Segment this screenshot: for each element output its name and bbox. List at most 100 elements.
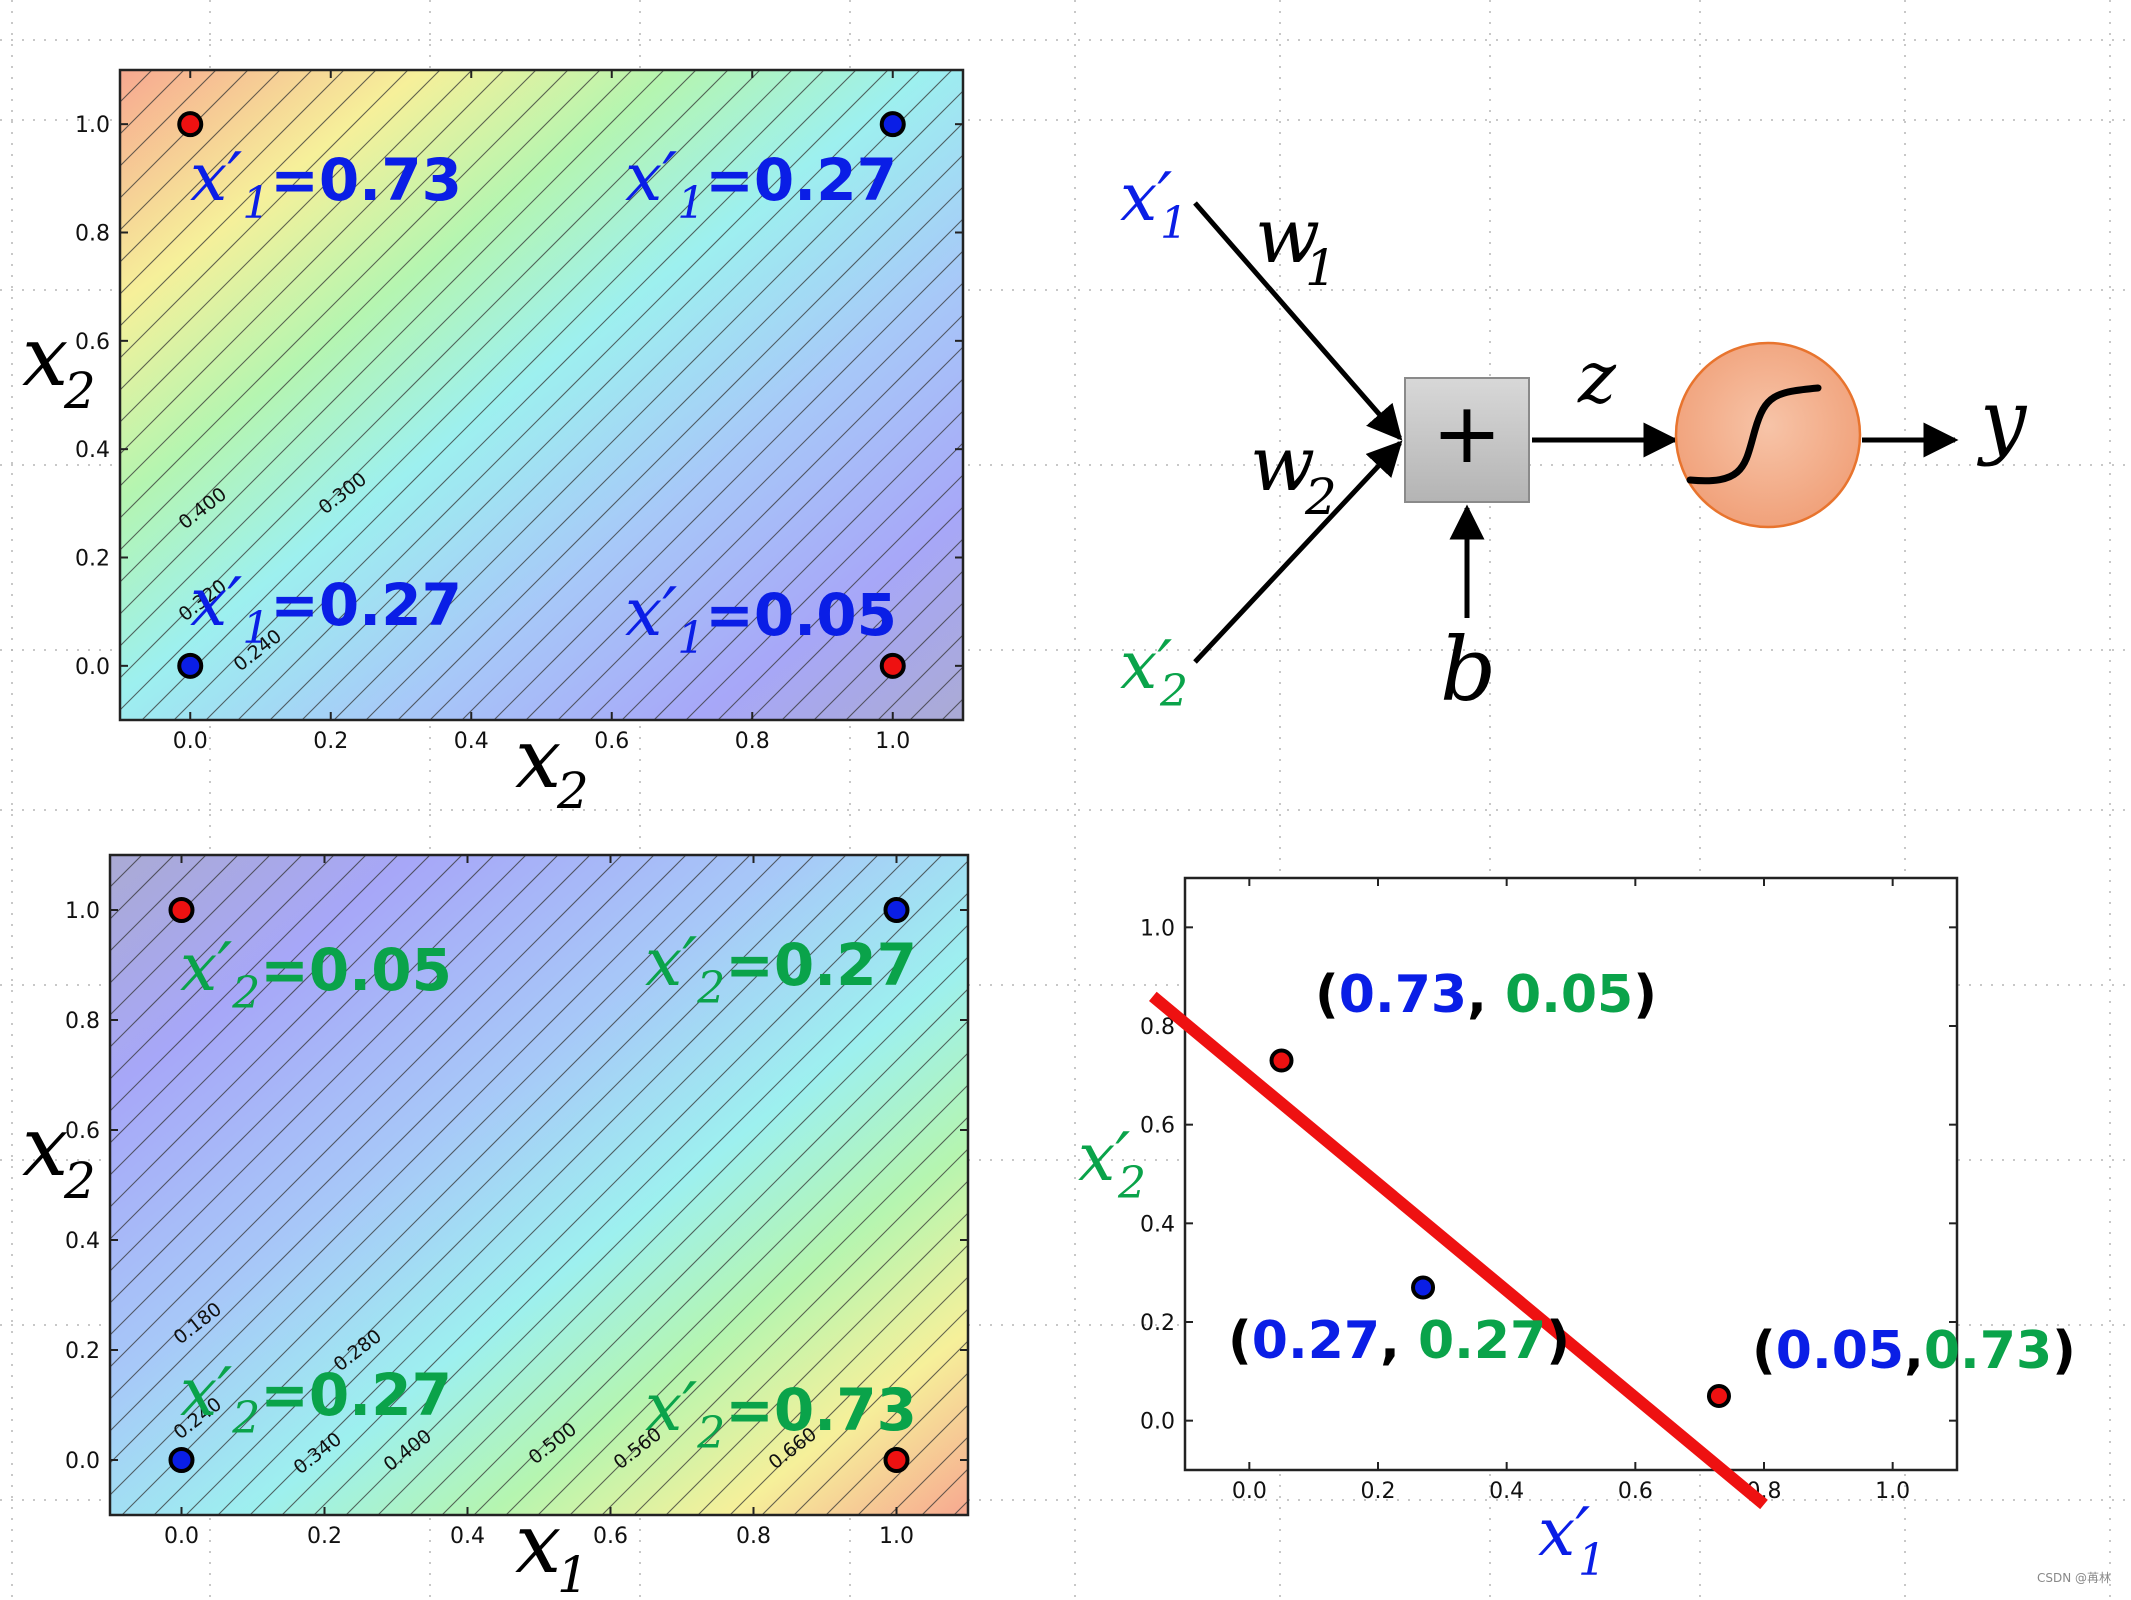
contour-line bbox=[110, 855, 751, 1496]
contour-line bbox=[217, 855, 879, 1515]
plot-bottom-left: 0.0 0.2 0.4 0.6 0.8 1.00.00.20.40.60.81.0 0.1… bbox=[22, 853, 970, 1600]
coord-a: 0.73 bbox=[1339, 965, 1467, 1025]
x-tick-label: 0.8 bbox=[736, 1524, 771, 1549]
contour-line bbox=[557, 314, 963, 720]
data-point bbox=[168, 897, 195, 923]
contour-line bbox=[110, 855, 495, 1240]
contour-line bbox=[120, 70, 441, 391]
y-axis-sub: 2 bbox=[1117, 1158, 1146, 1209]
coord-a: 0.27 bbox=[1252, 1311, 1380, 1371]
watermark: CSDN @苒林 bbox=[2036, 1571, 2111, 1585]
x-tick-label: 1.0 bbox=[1875, 1479, 1910, 1504]
contour-line bbox=[110, 855, 399, 1144]
y-tick-label: 1.0 bbox=[75, 113, 110, 138]
contour-line bbox=[120, 70, 665, 615]
plot-bottom-right-decision-line bbox=[1148, 991, 1768, 1510]
annotation-label: x′2=0.73 bbox=[645, 1369, 917, 1459]
contour-line bbox=[313, 860, 968, 1515]
weight-w2-label: w 2 bbox=[1250, 419, 1337, 526]
weight-w1-sub: 1 bbox=[1305, 239, 1337, 297]
data-point bbox=[1411, 1275, 1436, 1300]
contour-line bbox=[153, 855, 815, 1515]
annotation-sub: 1 bbox=[242, 178, 270, 229]
contour-line bbox=[110, 855, 687, 1432]
contour-line bbox=[110, 855, 271, 1016]
y-tick-label: 0.6 bbox=[1140, 1114, 1175, 1139]
x-axis-sub: 1 bbox=[1578, 1535, 1606, 1586]
x-tick-label: 0.2 bbox=[307, 1524, 342, 1549]
plot-top-left-points bbox=[177, 111, 906, 679]
point-coordinate-label: (0.05,0.73) bbox=[1752, 1321, 2076, 1381]
annotation-label: x′2=0.27 bbox=[180, 1354, 452, 1444]
x-tick-label: 0.6 bbox=[594, 729, 629, 754]
paren-open: ( bbox=[1752, 1321, 1776, 1381]
plot-bottom-right-xlabel: x′ 1 bbox=[1538, 1494, 1606, 1586]
annotation-sub: 2 bbox=[696, 1408, 725, 1459]
y-axis-var: x bbox=[22, 310, 68, 405]
weight-w2-var: w bbox=[1250, 419, 1315, 508]
annotation-var: x′ bbox=[180, 929, 232, 1006]
point-coordinate-label: (0.73, 0.05) bbox=[1315, 965, 1657, 1025]
contour-line bbox=[781, 538, 963, 720]
y-tick-label: 0.8 bbox=[65, 1009, 100, 1034]
x-tick-label: 0.4 bbox=[1489, 1479, 1524, 1504]
plot-bottom-left-heatmap bbox=[110, 855, 968, 1515]
coord-b: 0.05 bbox=[1505, 965, 1633, 1025]
contour-line bbox=[120, 70, 473, 423]
contour-line bbox=[813, 570, 963, 720]
paren-close: ) bbox=[2052, 1321, 2076, 1381]
contour-line bbox=[110, 855, 623, 1368]
coord-b: 0.73 bbox=[1924, 1321, 2052, 1381]
plot-bottom-right-points bbox=[1269, 1048, 1731, 1408]
plot-top-left-contours bbox=[120, 70, 963, 720]
neuron-diagram: x′ 1 x′ 2 w 1 w 2 + b z y bbox=[1120, 159, 2028, 721]
contour-line bbox=[141, 70, 793, 720]
y-tick-label: 0.8 bbox=[75, 222, 110, 247]
annotation-var: x′ bbox=[645, 924, 697, 1001]
plot-bottom-left-axes: 0.0 0.2 0.4 0.6 0.8 1.0 0.0 0.2 0.4 0.6 0.8 1.0 bbox=[65, 855, 968, 1549]
sum-symbol: + bbox=[1432, 384, 1502, 482]
contour-line bbox=[281, 855, 943, 1515]
y-tick-label: 1.0 bbox=[1140, 916, 1175, 941]
contour-line bbox=[653, 410, 963, 720]
x-tick-label: 0.4 bbox=[450, 1524, 485, 1549]
contour-line bbox=[120, 70, 569, 519]
x-tick-label: 0.0 bbox=[1232, 1479, 1267, 1504]
y-tick-label: 0.4 bbox=[75, 438, 110, 463]
input-x1-label: x′ 1 bbox=[1120, 159, 1188, 249]
x-tick-label: 0.4 bbox=[454, 729, 489, 754]
input-x1-sub: 1 bbox=[1160, 198, 1188, 249]
annotation-label: x′2=0.27 bbox=[645, 924, 917, 1014]
contour-line bbox=[569, 1116, 968, 1515]
contour-line bbox=[729, 1276, 968, 1515]
coord-a: 0.05 bbox=[1776, 1321, 1904, 1381]
contour-line bbox=[365, 122, 963, 720]
annotation-value: =0.27 bbox=[270, 571, 462, 639]
contour-line bbox=[269, 70, 921, 720]
data-point bbox=[883, 897, 910, 923]
contour-line bbox=[409, 956, 968, 1515]
contour-line bbox=[505, 1052, 968, 1515]
annotation-var: x′ bbox=[625, 574, 677, 651]
x-tick-label: 1.0 bbox=[879, 1524, 914, 1549]
contour-line bbox=[525, 282, 963, 720]
comma: , bbox=[1904, 1321, 1924, 1381]
y-tick-label: 0.6 bbox=[75, 330, 110, 355]
comma: , bbox=[1467, 965, 1505, 1025]
plot-top-left: 0.0 0.2 0.4 0.6 0.8 1.0 0.0 0.2 0.4 0.6 0.8 1.0 0.4… bbox=[22, 68, 965, 820]
data-point bbox=[879, 111, 906, 138]
contour-line bbox=[621, 378, 963, 720]
data-point bbox=[883, 1447, 910, 1473]
y-tick-label: 0.2 bbox=[1140, 1311, 1175, 1336]
point-coordinate-label: (0.27, 0.27) bbox=[1228, 1311, 1570, 1371]
plot-bottom-right-ylabel: x′ 2 bbox=[1078, 1119, 1146, 1209]
x-axis-var: x′ bbox=[1538, 1494, 1590, 1571]
x-tick-label: 1.0 bbox=[875, 729, 910, 754]
plot-top-left-heatmap bbox=[120, 70, 963, 720]
contour-line bbox=[473, 1020, 968, 1515]
annotation-label: x′1=0.27 bbox=[190, 564, 462, 654]
data-point bbox=[177, 652, 204, 679]
contour-line bbox=[120, 70, 345, 295]
weight-w1-var: w bbox=[1255, 191, 1320, 280]
